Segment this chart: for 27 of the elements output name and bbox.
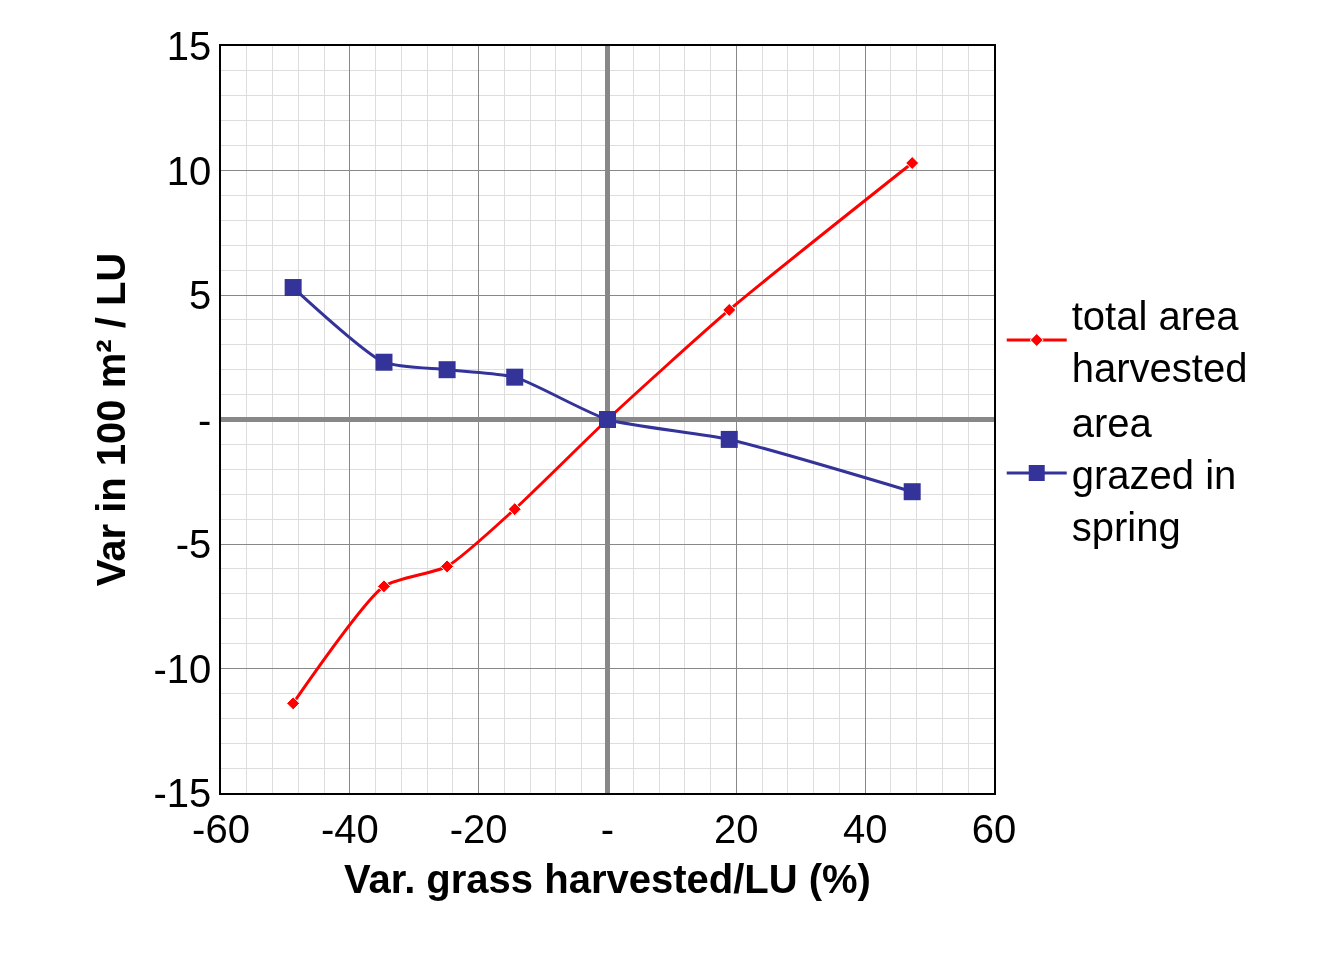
point: [286, 696, 301, 711]
x-tick-label: -40: [320, 806, 379, 851]
x-tick-label: 40: [842, 806, 888, 851]
point: [376, 579, 391, 594]
point: [440, 559, 455, 574]
point: [903, 483, 921, 501]
y-tick-label: 5: [189, 273, 212, 317]
point: [506, 368, 524, 386]
legend-label: area grazed in spring: [1071, 400, 1237, 549]
y-tick-label: 15: [166, 24, 212, 68]
y-axis-title: Var in 100 m² / LU: [89, 252, 134, 587]
point: [375, 353, 393, 371]
x-tick-label: -20: [449, 806, 508, 851]
x-tick-label: 60: [971, 806, 1017, 851]
y-tick-label: -10: [153, 646, 212, 691]
y-tick-label: -: [197, 397, 212, 442]
point: [438, 361, 456, 379]
point: [507, 502, 522, 517]
x-tick-label: 20: [714, 806, 759, 851]
x-tick-label: -: [600, 806, 615, 851]
point: [722, 302, 737, 317]
point: [284, 279, 302, 297]
y-tick-label: 10: [166, 148, 212, 193]
x-axis-title: Var. grass harvested/LU (%): [344, 856, 871, 901]
point: [720, 430, 738, 448]
point: [905, 156, 920, 171]
y-tick-label: -5: [175, 522, 212, 566]
